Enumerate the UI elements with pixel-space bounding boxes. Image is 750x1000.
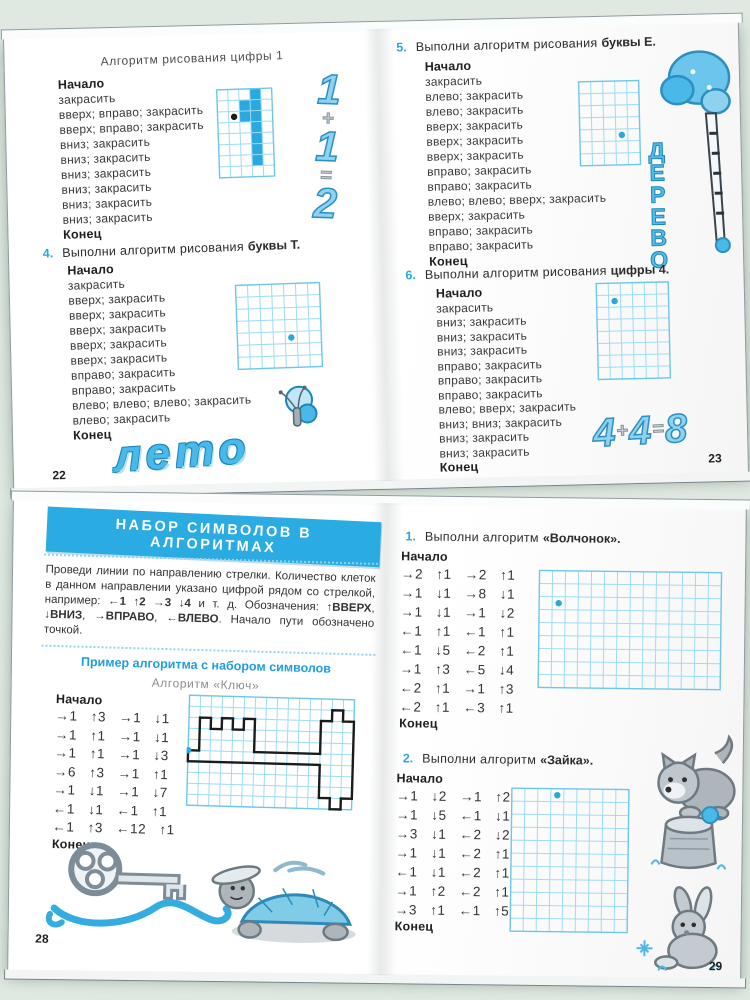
arrow-row: →1 ↓5 ←1 ↓1 bbox=[395, 807, 511, 824]
arrow-row: →1 ↓1 →1 ↓2 bbox=[400, 604, 515, 621]
arrow-rows: →1 ↓2 →1 ↑2 →1 ↓5 ←1 ↓1 →3 ↓1 ←2 ↓2 →1 ↓1 ←… bbox=[395, 786, 511, 920]
key-grid bbox=[185, 694, 356, 812]
arrow-row: →1 ↑2 ←2 ↑1 bbox=[395, 883, 510, 900]
arrow-row: ←1 ↓5 ←2 ↑1 bbox=[400, 642, 515, 659]
tree-illustration bbox=[652, 43, 741, 255]
task-6-bold: цифры 4. bbox=[610, 262, 670, 278]
arrow-row: →1 ↓1 →8 ↓1 bbox=[400, 585, 516, 602]
arrow-row: →3 ↓1 ←2 ↓2 bbox=[395, 826, 511, 843]
task-2-text: Выполни алгоритм bbox=[422, 751, 537, 767]
task-6-number: 6. bbox=[405, 268, 417, 283]
task-5-number: 5. bbox=[396, 40, 407, 55]
algorithm-wolf: Начало →2 ↑1 →2 ↑1 →1 ↓1 →8 ↓1 →1 ↓1 →1 ↓2… bbox=[399, 549, 516, 732]
letter-t-grid bbox=[234, 281, 324, 371]
wolf-illustration bbox=[648, 732, 741, 825]
task-5: 5. Выполни алгоритм рисования буквы Е. bbox=[396, 35, 656, 55]
wolf-grid bbox=[537, 569, 723, 691]
task-2: 2. Выполни алгоритм «Зайка». bbox=[403, 751, 594, 767]
task-5-text: Выполни алгоритм рисования bbox=[415, 35, 598, 55]
hare-grid bbox=[509, 787, 631, 934]
arrow-rows: →2 ↑1 →2 ↑1 →1 ↓1 →8 ↓1 →1 ↓1 →1 ↓2 ←1 ↑1 ←… bbox=[399, 564, 515, 717]
task-1-text: Выполни алгоритм bbox=[424, 529, 539, 545]
task-2-number: 2. bbox=[402, 751, 414, 766]
arrow-row: ←2 ↑1 ←3 ↑1 bbox=[399, 699, 514, 716]
tree-word-art: ДЕРЕВО bbox=[648, 137, 669, 274]
begin-label: Начало bbox=[396, 771, 444, 786]
arrow-row: ←1 ↑1 ←1 ↑1 bbox=[400, 623, 515, 640]
algorithm-lines: закрасить вниз; закрасить вниз; закрасить в… bbox=[436, 298, 577, 461]
arrow-row: →3 ↑1 ←1 ↑5 bbox=[394, 902, 510, 919]
digit1-grid bbox=[215, 86, 276, 179]
arrow-row: →2 ↑1 →2 ↑1 bbox=[400, 566, 516, 583]
digit4-grid bbox=[595, 280, 672, 381]
page-28: НАБОР СИМВОЛОВ В АЛГОРИТМАХ Проведи лини… bbox=[5, 493, 750, 985]
arrow-row: →1 ↓1 ←2 ↑1 bbox=[395, 845, 510, 862]
butterfly-icon bbox=[268, 383, 322, 435]
page-number-23: 23 bbox=[708, 451, 722, 466]
arrow-row: →1 ↓2 →1 ↑2 bbox=[396, 788, 511, 805]
task-1-number: 1. bbox=[405, 529, 417, 544]
page-29: 1. Выполни алгоритм «Волчонок». Начало →2 … bbox=[8, 499, 746, 980]
end-label: Конец bbox=[394, 919, 434, 934]
four-plus-four-art: 4+4=8 bbox=[591, 406, 690, 457]
bunny-illustration bbox=[630, 882, 735, 975]
task-6-text: Выполни алгоритм рисования bbox=[424, 263, 607, 282]
task-2-bold: «Зайка». bbox=[540, 752, 594, 768]
spread-pages-22-23: Алгоритм рисования цифры 1 Начало закрас… bbox=[2, 19, 750, 491]
arrow-row: ←2 ↑1 →1 ↑3 bbox=[399, 680, 515, 697]
letter-e-grid bbox=[577, 79, 642, 167]
page-number-29: 29 bbox=[708, 959, 723, 974]
end-label: Конец bbox=[399, 716, 438, 731]
arrow-row: →1 ↑3 ←5 ↓4 bbox=[399, 661, 515, 678]
end-label: Конец bbox=[439, 459, 479, 475]
key-and-turtle-illustration bbox=[35, 830, 368, 955]
begin-label: Начало bbox=[401, 549, 448, 564]
task-1-bold: «Волчонок». bbox=[542, 531, 621, 546]
algorithm-hare: Начало →1 ↓2 →1 ↑2 →1 ↓5 ←1 ↓1 →3 ↓1 ←2 ↓2… bbox=[395, 771, 511, 935]
stump-illustration bbox=[645, 804, 732, 879]
page-22: Алгоритм рисования цифры 1 Начало закрас… bbox=[1, 16, 750, 493]
task-5-bold: буквы Е. bbox=[601, 34, 657, 50]
arrow-row: ←1 ↓1 ←2 ↑1 bbox=[395, 864, 510, 881]
spread-pages-28-29: НАБОР СИМВОЛОВ В АЛГОРИТМАХ Проведи лини… bbox=[7, 497, 747, 981]
task-1: 1. Выполни алгоритм «Волчонок». bbox=[405, 529, 620, 546]
page-23: 5. Выполни алгоритм рисования буквы Е. Нач… bbox=[4, 21, 748, 490]
algorithm-digit4: Начало закрасить вниз; закрасить вниз; зак… bbox=[436, 284, 578, 476]
